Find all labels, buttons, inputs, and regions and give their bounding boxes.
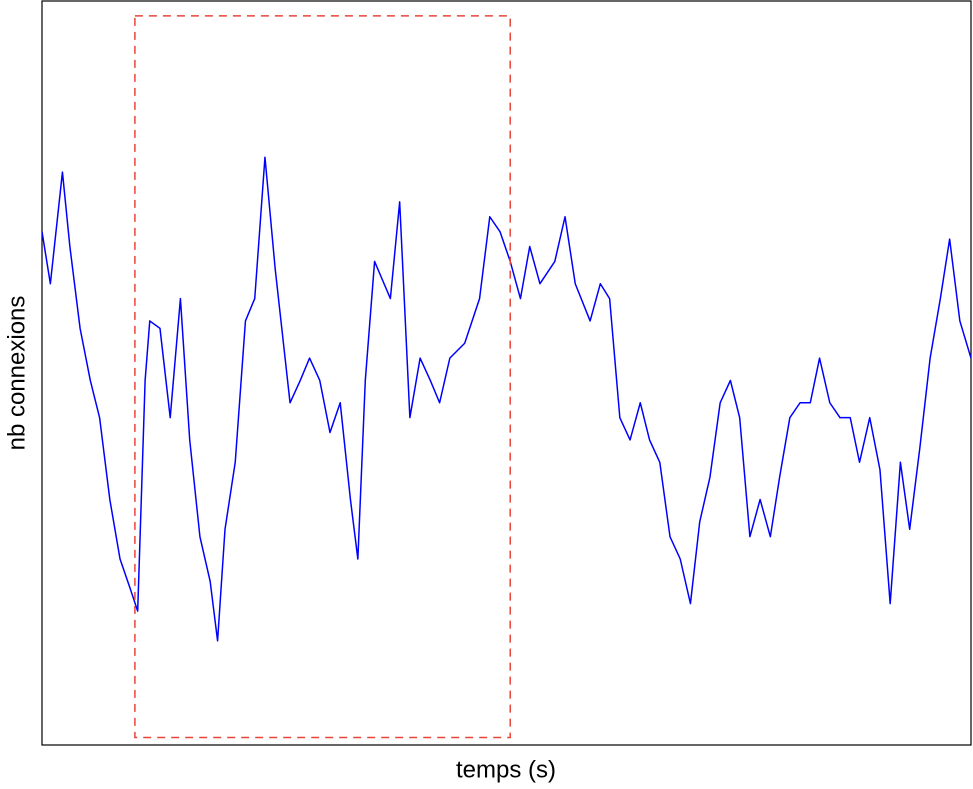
data-line	[41, 156, 972, 642]
x-axis-label: temps (s)	[456, 756, 556, 783]
highlight-box	[134, 15, 511, 739]
y-axis-label: nb connexions	[3, 296, 30, 451]
plot-frame	[41, 0, 972, 746]
